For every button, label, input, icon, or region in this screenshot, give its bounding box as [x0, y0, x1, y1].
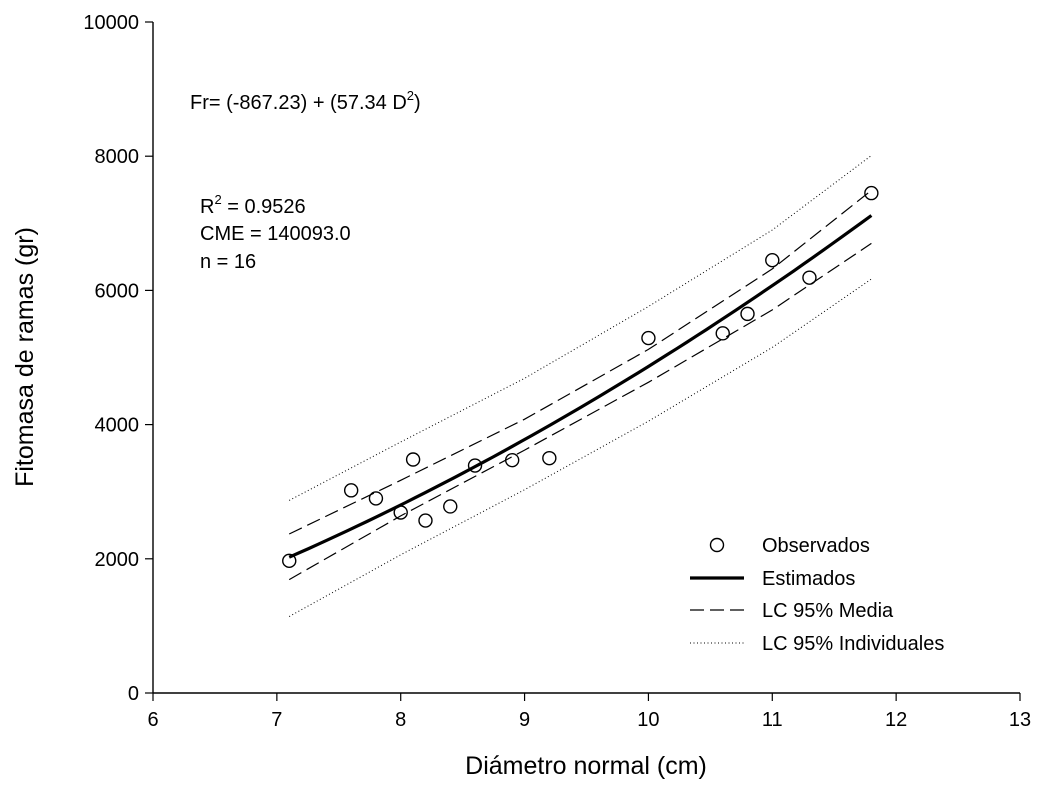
fit-line	[288, 214, 873, 559]
x-tick-label: 8	[395, 709, 406, 731]
observed-point	[368, 491, 384, 506]
ticks: 6 7 8 9 10 11 12 13 0 2000 4000 6000 8000 10000	[83, 12, 1031, 731]
x-tick-label: 11	[762, 709, 783, 731]
legend-label-estimados: Estimados	[762, 568, 855, 590]
y-tick-label: 4000	[95, 415, 140, 437]
observed-point	[418, 513, 433, 528]
observed-point	[864, 185, 879, 201]
observed-point	[282, 553, 297, 569]
lc-media-upper-line	[288, 189, 872, 535]
observed-point	[641, 330, 656, 346]
observed-point	[504, 452, 520, 468]
legend-label-lc-individuales: LC 95% Individuales	[762, 633, 944, 655]
legend: Observados Estimados LC 95% Media LC 95%…	[690, 535, 944, 655]
legend-label-observados: Observados	[762, 535, 870, 557]
y-tick-label: 10000	[83, 12, 139, 34]
x-tick-label: 10	[637, 709, 659, 731]
observed-point	[765, 253, 780, 268]
legend-marker-observados	[709, 537, 725, 553]
x-tick-label: 13	[1009, 709, 1031, 731]
observed-point	[802, 270, 817, 285]
observed-point	[542, 450, 557, 466]
x-tick-label: 9	[519, 709, 530, 731]
observed-point	[443, 499, 458, 514]
y-axis-title: Fitomasa de ramas (gr)	[11, 227, 39, 487]
confidence-bands	[288, 155, 872, 617]
observed-point	[343, 483, 359, 498]
legend-label-lc-media: LC 95% Media	[762, 600, 894, 622]
observed-point	[393, 505, 408, 520]
n-annotation: n = 16	[200, 251, 256, 273]
r2-annotation: R2 = 0.9526	[200, 192, 306, 218]
y-tick-label: 8000	[95, 146, 140, 168]
observed-point	[405, 452, 421, 467]
y-tick-label: 6000	[95, 280, 140, 302]
lc-media-lower-line	[288, 242, 872, 581]
x-tick-label: 7	[271, 709, 282, 731]
x-tick-label: 6	[147, 709, 158, 731]
observed-point	[467, 458, 483, 473]
y-tick-label: 2000	[95, 549, 140, 571]
x-axis-title: Diámetro normal (cm)	[465, 752, 707, 780]
estimados-curve	[288, 214, 873, 559]
observed-points	[282, 185, 879, 569]
observed-point	[715, 326, 730, 341]
y-tick-label: 0	[128, 683, 139, 705]
cme-annotation: CME = 140093.0	[200, 223, 351, 245]
equation-annotation: Fr= (-867.23) + (57.34 D2)	[190, 88, 421, 114]
observed-point	[740, 306, 755, 322]
lc-individuales-upper-line	[288, 155, 872, 501]
x-tick-label: 12	[885, 709, 907, 731]
